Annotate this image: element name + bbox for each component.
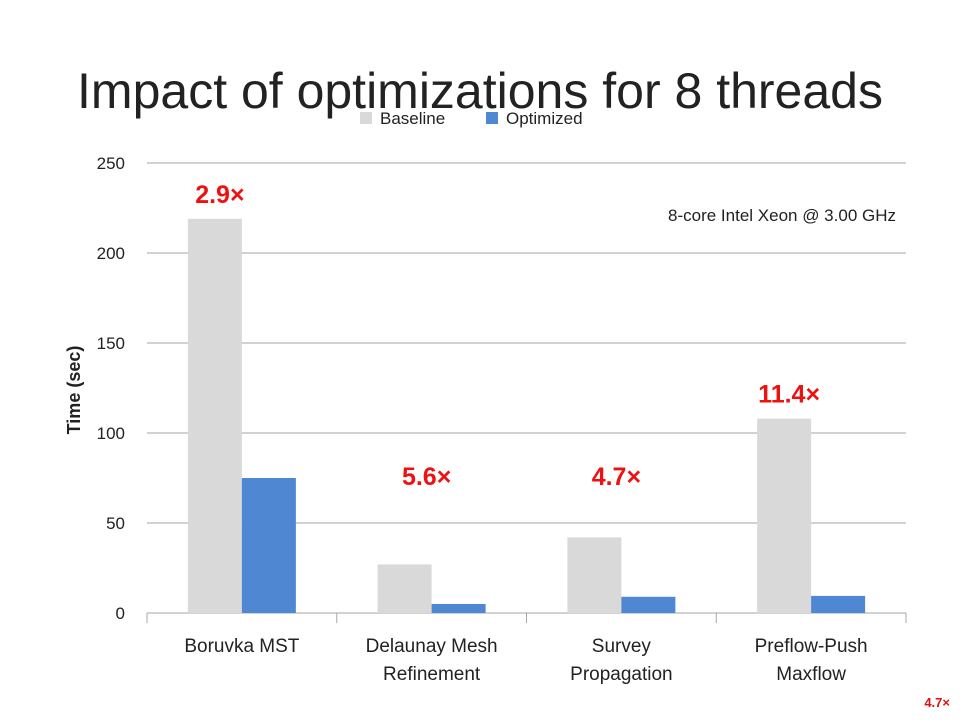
bar-baseline (757, 418, 812, 613)
speedup-label: 11.4× (758, 381, 820, 409)
x-tick-label: Boruvka MST (184, 636, 299, 657)
y-tick-label: 150 (97, 334, 125, 353)
bar-baseline (187, 218, 242, 614)
x-tick-labels: Boruvka MST Delaunay Mesh Refinement Survey… (184, 636, 867, 685)
legend-swatch (486, 112, 498, 124)
x-tick-label: Survey Propagation (570, 636, 672, 685)
bar-optimized (811, 595, 866, 613)
chart-title: Impact of optimizations for 8 threads (77, 63, 883, 119)
bar-optimized (621, 596, 676, 613)
y-tick-label: 0 (116, 604, 125, 623)
speedup-label: 2.9× (195, 181, 244, 209)
bar-baseline (377, 564, 432, 613)
x-tick-label: Delaunay Mesh Refinement (366, 636, 498, 685)
legend-label: Baseline (380, 109, 445, 128)
footer-mark: 4.7× (924, 695, 950, 710)
y-tick-labels: 0 50 100 150 200 250 (97, 154, 125, 623)
legend-label: Optimized (506, 109, 583, 128)
y-tick-label: 250 (97, 154, 125, 173)
bars (187, 218, 866, 614)
bar-optimized (431, 604, 486, 613)
y-tick-label: 50 (106, 514, 125, 533)
bar-optimized (241, 478, 296, 613)
y-tick-label: 100 (97, 424, 125, 443)
y-axis-label: Time (sec) (64, 346, 84, 435)
speedup-label: 5.6× (402, 463, 451, 491)
annotation-text: 8-core Intel Xeon @ 3.00 GHz (668, 206, 896, 225)
legend: Baseline Optimized (360, 109, 583, 128)
speedup-label: 4.7× (592, 463, 641, 491)
bar-baseline (567, 537, 622, 613)
y-tick-label: 200 (97, 244, 125, 263)
speedup-labels: 2.9× 5.6× 4.7× 11.4× (195, 181, 820, 491)
x-tick-label: Preflow-Push Maxflow (755, 636, 868, 685)
legend-swatch (360, 112, 372, 124)
